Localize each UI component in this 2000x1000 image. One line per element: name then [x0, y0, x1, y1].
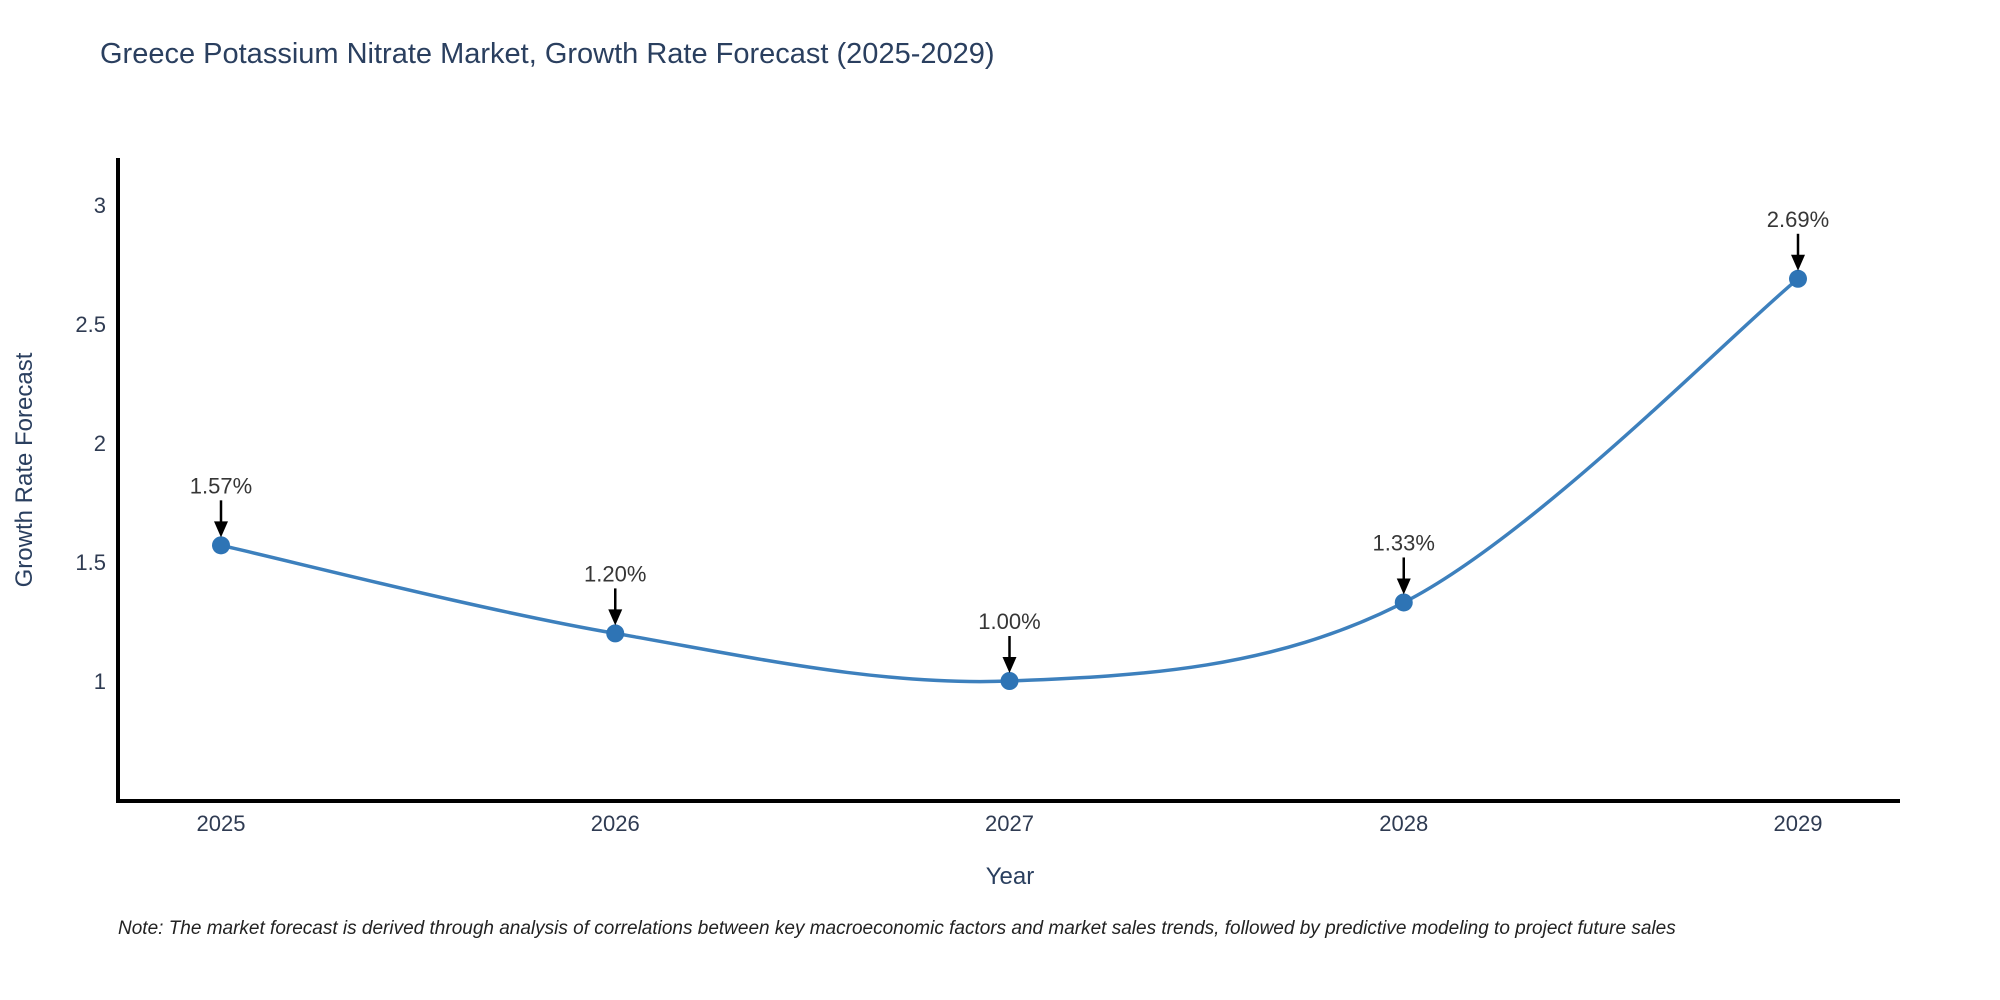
x-axis-tick-labels: 2025 2026 2027 2028 2029 [197, 811, 1823, 836]
annotation-arrowhead-icon [1791, 254, 1805, 271]
x-tick-label: 2026 [591, 811, 640, 836]
x-tick-label: 2029 [1774, 811, 1823, 836]
x-tick-label: 2027 [985, 811, 1034, 836]
point-value-label: 2.69% [1767, 207, 1829, 232]
point-value-label: 1.20% [584, 561, 646, 586]
data-point-marker [212, 536, 230, 555]
y-axis-tick-labels: 1 1.5 2 2.5 3 [75, 193, 106, 694]
annotation-arrowhead-icon [608, 609, 623, 626]
y-axis-title: Growth Rate Forecast [11, 352, 38, 587]
data-point-marker [1394, 593, 1413, 612]
point-value-label: 1.33% [1373, 530, 1435, 555]
annotation-arrowhead-icon [1002, 657, 1017, 673]
point-value-label: 1.00% [978, 609, 1040, 634]
chart-title: Greece Potassium Nitrate Market, Growth … [100, 38, 995, 70]
annotation-arrowhead-icon [1396, 578, 1411, 595]
point-value-label: 1.57% [190, 473, 252, 498]
point-annotations: 1.57% 1.20% 1.00% 1.33% 2.69% [190, 207, 1829, 673]
y-tick-label: 1.5 [75, 550, 106, 575]
y-tick-label: 3 [94, 193, 106, 218]
series-line [219, 277, 1800, 684]
data-point-marker [606, 624, 625, 643]
data-point-marker [1789, 269, 1807, 288]
y-tick-label: 1 [94, 669, 106, 694]
y-tick-label: 2 [94, 431, 106, 456]
x-tick-label: 2028 [1379, 811, 1428, 836]
data-point-marker [1000, 672, 1019, 690]
annotation-arrowhead-icon [214, 521, 228, 538]
y-tick-label: 2.5 [75, 312, 106, 337]
footnote: Note: The market forecast is derived thr… [118, 918, 1676, 939]
x-axis-title: Year [986, 863, 1035, 890]
x-tick-label: 2025 [197, 811, 246, 836]
data-series [212, 269, 1807, 690]
